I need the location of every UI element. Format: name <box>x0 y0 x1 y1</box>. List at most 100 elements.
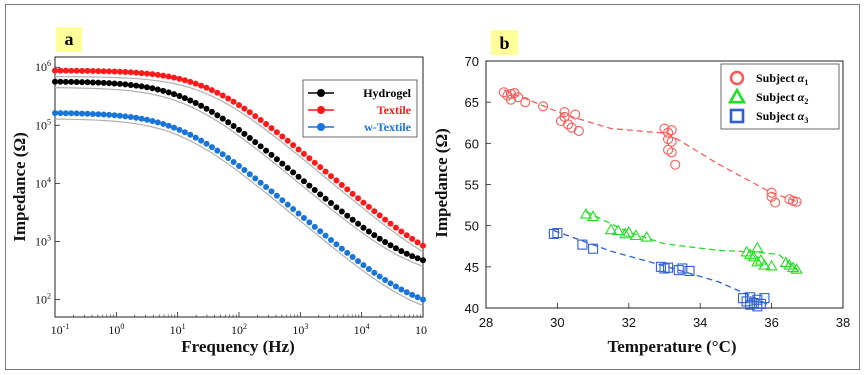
x-tick-label: 103 <box>292 322 308 337</box>
x-tick-label: 104 <box>354 322 370 337</box>
data-point-hydrogel <box>214 112 221 119</box>
data-point-textile <box>328 173 334 180</box>
data-point-textile <box>100 68 107 75</box>
data-point-textile <box>144 70 150 77</box>
data-point-w-textile <box>344 249 351 256</box>
data-point-textile <box>392 224 399 231</box>
data-point-textile <box>246 109 253 116</box>
data-point <box>754 253 768 265</box>
data-point-w-textile <box>257 179 264 186</box>
data-point-w-textile <box>420 296 426 303</box>
y-tick-label: 55 <box>465 178 479 193</box>
data-point-w-textile <box>203 140 210 147</box>
data-point-w-textile <box>100 111 107 118</box>
data-point-hydrogel <box>382 239 389 246</box>
data-point-textile <box>198 82 205 89</box>
legend-entries-b: Subject α1 Subject α2 Subject α3 <box>727 70 808 125</box>
data-point-textile <box>317 164 324 171</box>
data-point <box>586 210 600 222</box>
data-point-hydrogel <box>79 79 86 86</box>
data-point-textile <box>403 232 410 239</box>
data-point-w-textile <box>192 134 199 141</box>
panel-a-ticks: 10-1 100 101 102 103 104 10 102 103 104 105 106 <box>35 59 427 337</box>
data-point-w-textile <box>338 245 345 252</box>
data-point-textile <box>257 116 264 123</box>
data-point-w-textile <box>181 129 188 136</box>
data-point-w-textile <box>133 114 140 121</box>
data-point-hydrogel <box>171 91 178 98</box>
data-point <box>765 259 778 271</box>
data-point-w-textile <box>106 111 113 118</box>
data-point-w-textile <box>311 223 318 230</box>
data-point-hydrogel <box>322 195 329 202</box>
panel-a-tag-bg <box>56 27 82 52</box>
legend-label: Subject α2 <box>756 90 808 106</box>
data-point-w-textile <box>62 110 69 117</box>
x-tick-label: 34 <box>693 315 707 330</box>
data-point-hydrogel <box>273 156 280 163</box>
panel-a-blank <box>52 10 414 62</box>
data-point-hydrogel <box>57 78 64 85</box>
data-point-textile <box>290 142 297 149</box>
data-point <box>629 229 643 240</box>
data-point-hydrogel <box>165 89 172 96</box>
data-point-w-textile <box>398 286 405 293</box>
y-tick-label: 60 <box>465 136 479 151</box>
panel-a-legend: Hydrogel Textile w-Textile <box>302 79 418 138</box>
panel-a: a 10-1 100 101 102 103 104 10 102 103 104 105 106 H… <box>10 10 427 356</box>
data-point-w-textile <box>376 273 383 280</box>
data-point-w-textile <box>300 214 307 221</box>
y-tick-label: 105 <box>35 117 51 132</box>
data-point-w-textile <box>306 219 313 226</box>
data-point-textile <box>133 69 140 76</box>
data-point-textile <box>57 67 64 74</box>
data-point-w-textile <box>219 151 226 158</box>
y-tick-label: 70 <box>465 54 479 69</box>
data-point-textile <box>138 70 145 77</box>
panel-b-legend: Subject α1 Subject α2 Subject α3 <box>720 63 840 130</box>
x-tick-label: 30 <box>550 315 564 330</box>
data-point <box>548 228 559 239</box>
legend-marker <box>317 123 325 131</box>
data-point-textile <box>387 220 394 227</box>
data-point-w-textile <box>160 120 167 127</box>
data-point <box>751 241 764 253</box>
x-tick-label: 10-1 <box>51 322 70 337</box>
fit-curve-shadow <box>54 87 424 267</box>
data-point-hydrogel <box>133 82 140 89</box>
panel-b-tag-bg <box>491 30 518 55</box>
data-point-w-textile <box>116 112 123 119</box>
data-point-textile <box>181 77 188 84</box>
data-point-textile <box>192 80 199 87</box>
data-point-hydrogel <box>300 178 307 185</box>
data-point-textile <box>365 203 372 210</box>
data-point <box>766 187 777 198</box>
data-point-hydrogel <box>284 164 291 171</box>
data-point-textile <box>355 195 362 202</box>
data-point-w-textile <box>149 117 156 124</box>
data-point-textile <box>62 67 69 74</box>
data-point-textile <box>236 102 242 109</box>
data-point-hydrogel <box>376 235 383 242</box>
data-point-textile <box>95 68 102 75</box>
data-point-w-textile <box>171 124 178 131</box>
data-point-textile <box>295 146 302 153</box>
data-point-hydrogel <box>355 220 362 227</box>
data-point <box>666 125 677 136</box>
data-point-textile <box>344 186 351 193</box>
data-point-hydrogel <box>144 84 150 91</box>
fit-curve-shadow <box>54 118 424 307</box>
x-tick-label: 36 <box>764 315 778 330</box>
x-tick-label: 10 <box>415 323 427 337</box>
data-point <box>663 127 674 138</box>
data-point-w-textile <box>403 289 410 296</box>
data-point <box>663 144 674 155</box>
data-point-textile <box>68 67 75 74</box>
legend-label: Subject α1 <box>756 71 808 87</box>
data-point-hydrogel <box>257 143 264 150</box>
data-point-w-textile <box>68 110 75 117</box>
data-point-textile <box>127 69 134 76</box>
data-point-w-textile <box>365 265 372 272</box>
data-point <box>659 263 670 274</box>
data-point <box>759 293 770 304</box>
